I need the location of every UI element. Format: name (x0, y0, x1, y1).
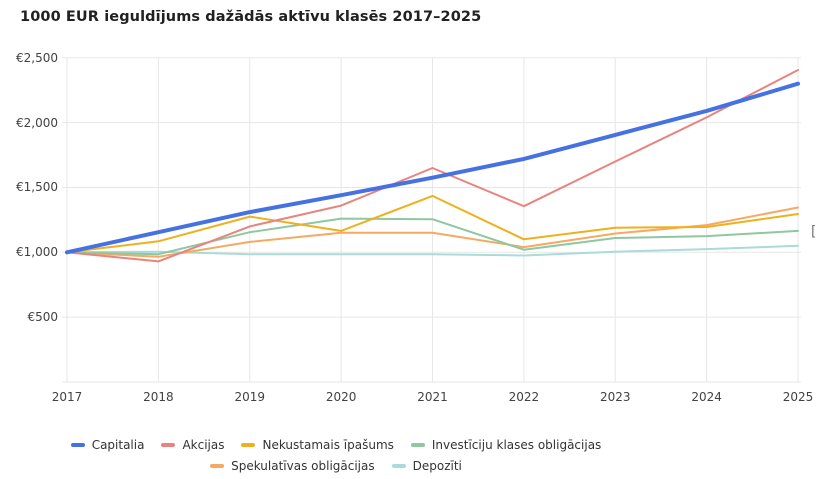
legend-label: Nekustamais īpašums (262, 438, 394, 452)
chart-title: 1000 EUR ieguldījums dažādās aktīvu klas… (20, 9, 482, 25)
x-tick-label: 2021 (417, 390, 448, 404)
x-tick-label: 2018 (143, 390, 174, 404)
legend-item-capitalia[interactable]: Capitalia (70, 436, 145, 454)
y-tick-label: €1,000 (16, 245, 58, 260)
legend-marker-icon (391, 464, 406, 468)
series-line-capitalia (65, 81, 800, 255)
x-tick-label: 2017 (51, 390, 83, 404)
legend-item-akcijas[interactable]: Akcijas (161, 436, 224, 454)
legend-label: Akcijas (182, 438, 225, 452)
legend-label: Capitalia (91, 438, 145, 452)
legend-marker-icon (70, 443, 85, 447)
x-tick-label: 2024 (691, 390, 722, 404)
x-tick-label: 2023 (599, 390, 631, 404)
legend-item-spekulat-vas-oblig-cijas[interactable]: Spekulatīvas obligācijas (210, 457, 375, 475)
legend-label: Investīciju klases obligācijas (431, 438, 602, 452)
legend-marker-icon (241, 443, 256, 447)
legend-row: Capitalia Akcijas Nekustamais īpašums Inves… (70, 436, 602, 454)
legend-row: Spekulatīvas obligācijas Depozīti (210, 457, 462, 475)
legend-marker-icon (161, 443, 176, 447)
x-tick-label: 2020 (325, 390, 357, 404)
x-tick-label: 2019 (234, 390, 266, 404)
y-tick-label: €1,500 (16, 180, 58, 195)
series-line-nekustamais-pa-ums (66, 194, 799, 254)
series-line-invest-ciju-klases-oblig-cijas (66, 217, 799, 256)
legend-label: Depozīti (412, 459, 462, 473)
legend-label: Spekulatīvas obligācijas (231, 459, 375, 473)
x-tick-label: 2025 (782, 390, 814, 404)
series-line-akcijas (66, 69, 799, 263)
legend-marker-icon (410, 443, 425, 447)
legend-item-nekustamais-pa-ums[interactable]: Nekustamais īpašums (241, 436, 394, 454)
y-tick-label: €2,500 (16, 50, 58, 65)
legend-item-invest-ciju-klases-oblig-cijas[interactable]: Investīciju klases obligācijas (410, 436, 602, 454)
x-tick-label: 2022 (508, 390, 540, 404)
chart-legend: Capitalia Akcijas Nekustamais īpašums Inves… (0, 436, 672, 475)
y-tick-label: €2,000 (16, 115, 58, 130)
clipped-tooltip-artifact: [ (809, 224, 818, 240)
y-tick-label: €500 (27, 310, 58, 325)
legend-marker-icon (210, 464, 225, 468)
legend-item-depoz-ti[interactable]: Depozīti (391, 457, 462, 475)
